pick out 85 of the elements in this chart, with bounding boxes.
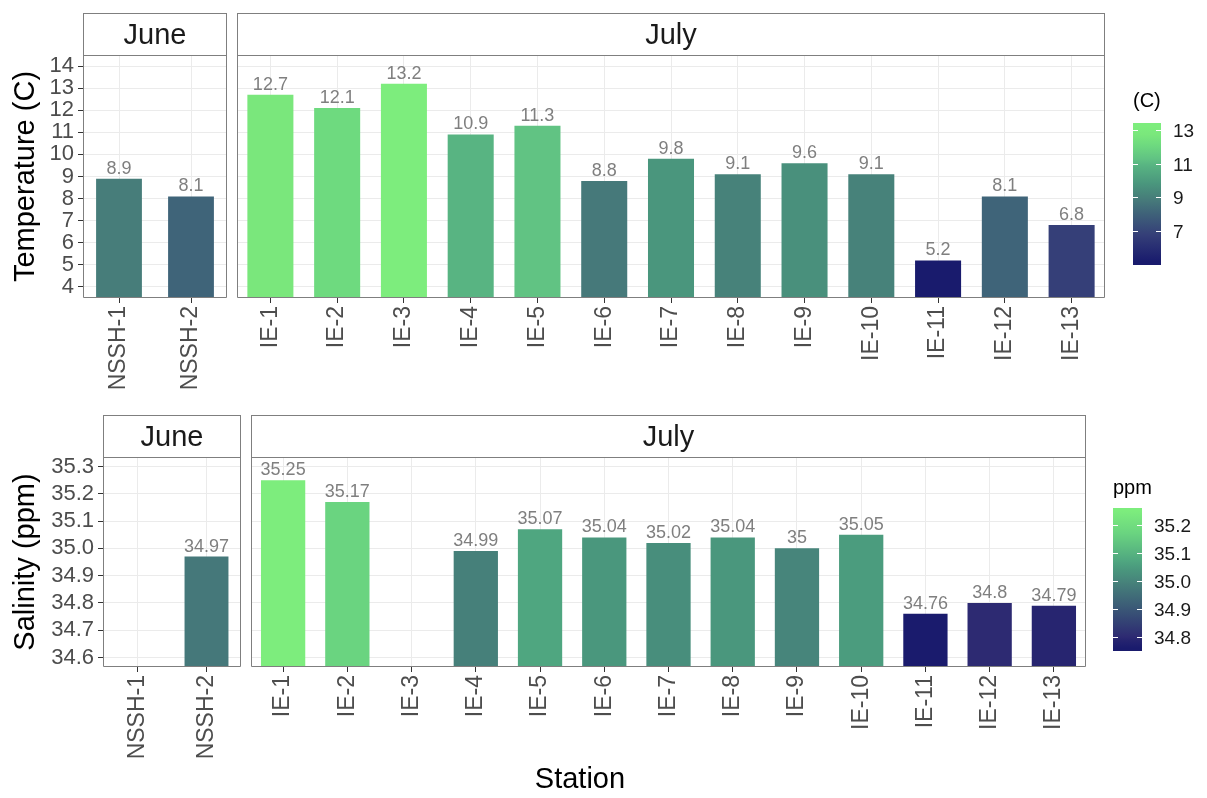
color-bar-label: 7 bbox=[1173, 220, 1184, 242]
y-axis-title: Salinity (ppm) bbox=[8, 473, 41, 651]
y-tick-label: 35.3 bbox=[51, 452, 94, 478]
color-bar-label: 13 bbox=[1173, 119, 1195, 141]
y-tick-label: 4 bbox=[61, 273, 74, 299]
x-tick-label: IE-10 bbox=[856, 306, 883, 361]
data-label: 8.1 bbox=[178, 175, 204, 196]
data-label: 9.1 bbox=[725, 153, 751, 174]
data-label: 35.07 bbox=[517, 508, 563, 529]
x-tick-label: IE-6 bbox=[589, 675, 616, 718]
data-label: 35.05 bbox=[838, 513, 884, 534]
x-tick-label: IE-8 bbox=[718, 675, 745, 718]
data-label: 12.7 bbox=[252, 73, 288, 94]
data-label: 12.1 bbox=[319, 86, 355, 107]
color-bar-label: 35.1 bbox=[1154, 542, 1191, 564]
x-tick-label: NSSH-1 bbox=[122, 675, 149, 760]
data-label: 34.76 bbox=[902, 592, 948, 613]
x-tick-label: NSSH-2 bbox=[191, 675, 218, 760]
x-tick-label: IE-2 bbox=[332, 675, 359, 718]
data-label: 35.02 bbox=[645, 521, 692, 542]
data-label: 5.2 bbox=[925, 239, 951, 260]
x-tick-label: IE-8 bbox=[723, 306, 750, 349]
chart-title: July bbox=[237, 13, 1105, 56]
color-bar-label: 34.8 bbox=[1154, 626, 1191, 648]
y-tick-label: 34.9 bbox=[51, 561, 94, 587]
y-axis-title: Temperature (C) bbox=[8, 70, 41, 283]
x-tick-label: IE-10 bbox=[846, 675, 873, 730]
data-label: 9.6 bbox=[792, 142, 818, 163]
x-tick-label: NSSH-1 bbox=[104, 306, 131, 391]
data-label: 34.8 bbox=[972, 581, 1008, 602]
color-bar-label: 35.2 bbox=[1154, 514, 1191, 536]
data-label: 34.99 bbox=[453, 530, 499, 551]
data-label: 8.1 bbox=[992, 175, 1018, 196]
x-tick-label: IE-9 bbox=[789, 306, 816, 349]
y-tick-label: 35.2 bbox=[51, 479, 94, 505]
y-tick-label: 34.8 bbox=[51, 588, 94, 614]
x-tick-label: IE-12 bbox=[990, 306, 1017, 361]
color-bar-title: ppm bbox=[1113, 476, 1152, 498]
data-label: 10.9 bbox=[453, 113, 489, 134]
x-tick-label: IE-3 bbox=[396, 675, 423, 718]
x-tick-label: IE-11 bbox=[910, 675, 937, 729]
data-label: 35.25 bbox=[260, 459, 306, 480]
data-label: 9.8 bbox=[658, 137, 684, 158]
x-tick-label: IE-3 bbox=[389, 306, 416, 349]
x-tick-label: IE-13 bbox=[1039, 675, 1066, 730]
data-label: 35.04 bbox=[710, 516, 756, 537]
color-bar-label: 9 bbox=[1173, 186, 1184, 208]
x-tick-label: IE-1 bbox=[255, 306, 282, 349]
x-tick-label: IE-7 bbox=[656, 306, 683, 349]
data-label: 35.17 bbox=[324, 480, 370, 501]
data-label: 35 bbox=[786, 527, 807, 548]
y-tick-label: 34.7 bbox=[51, 616, 94, 642]
y-tick-label: 34.6 bbox=[51, 643, 94, 669]
x-axis-title: Station bbox=[533, 762, 627, 794]
x-tick-label: IE-1 bbox=[268, 675, 295, 718]
color-bar-label: 34.9 bbox=[1154, 598, 1191, 620]
color-bar-label: 11 bbox=[1173, 153, 1193, 175]
chart-title: June bbox=[103, 415, 241, 458]
data-label: 8.8 bbox=[591, 159, 617, 180]
data-label: 34.97 bbox=[183, 535, 230, 556]
data-label: 8.9 bbox=[106, 157, 132, 178]
x-tick-label: IE-12 bbox=[975, 675, 1001, 730]
color-bar-title: (C) bbox=[1133, 89, 1161, 111]
x-tick-label: NSSH-2 bbox=[176, 306, 203, 391]
chart-title: June bbox=[83, 13, 227, 56]
x-tick-label: IE-11 bbox=[923, 306, 950, 360]
x-tick-label: IE-5 bbox=[525, 675, 552, 718]
data-label: 11.3 bbox=[520, 104, 555, 125]
x-tick-label: IE-4 bbox=[461, 674, 488, 718]
x-tick-label: IE-6 bbox=[589, 306, 616, 349]
data-label: 35.04 bbox=[581, 516, 627, 537]
x-tick-label: IE-2 bbox=[322, 306, 349, 349]
x-tick-label: IE-13 bbox=[1056, 306, 1083, 361]
data-label: 13.2 bbox=[386, 62, 422, 83]
y-tick-label: 35.0 bbox=[51, 534, 94, 560]
y-tick-label: 35.1 bbox=[51, 507, 94, 533]
data-label: 9.1 bbox=[858, 153, 884, 174]
x-tick-label: IE-9 bbox=[782, 675, 809, 718]
data-label: 34.79 bbox=[1031, 584, 1077, 605]
color-bar-label: 35.0 bbox=[1154, 570, 1191, 592]
x-tick-label: IE-4 bbox=[456, 305, 483, 349]
x-tick-label: IE-5 bbox=[522, 306, 549, 349]
data-label: 6.8 bbox=[1059, 204, 1085, 225]
x-tick-label: IE-7 bbox=[653, 675, 680, 718]
chart-title: July bbox=[251, 415, 1086, 458]
